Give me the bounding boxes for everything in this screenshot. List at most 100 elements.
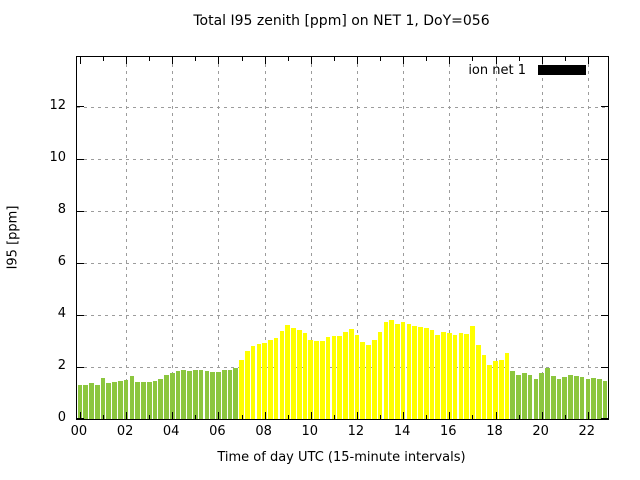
bar-22:00	[585, 378, 591, 419]
tick-mark	[403, 412, 405, 419]
tick-mark	[356, 412, 358, 419]
bar-01:45	[118, 380, 123, 419]
h-gridline	[77, 158, 608, 160]
x-tick-label-08: 08	[255, 424, 272, 439]
bar-09:30	[296, 329, 302, 419]
v-gridline	[587, 57, 589, 419]
bar-10:00	[308, 340, 314, 419]
bar-19:15	[522, 372, 527, 419]
bar-14:00	[400, 321, 406, 419]
y-tick-label-0: 0	[57, 410, 66, 425]
y-tick-label-10: 10	[49, 149, 66, 165]
bar-22:15	[591, 377, 596, 419]
bar-12:45	[371, 339, 377, 419]
tick-mark	[403, 57, 405, 64]
x-tick-label-06: 06	[209, 424, 226, 439]
tick-mark	[495, 412, 497, 419]
x-tick-label-22: 22	[578, 424, 596, 439]
bar-02:30	[135, 382, 140, 419]
bar-05:30	[204, 371, 210, 419]
tick-mark	[79, 57, 81, 64]
x-tick-label-18: 18	[486, 424, 503, 439]
bar-01:30	[112, 382, 117, 419]
tick-mark	[449, 412, 451, 419]
bar-09:00	[285, 325, 291, 419]
tick-mark	[77, 210, 84, 212]
tick-mark	[241, 415, 243, 419]
bar-14:15	[406, 324, 412, 419]
tick-mark	[195, 57, 197, 61]
tick-mark	[77, 106, 84, 108]
bar-12:30	[366, 345, 371, 419]
bar-07:30	[250, 346, 256, 419]
tick-mark	[77, 262, 84, 264]
x-tick-label-12: 12	[347, 424, 365, 439]
v-gridline	[172, 57, 174, 419]
tick-mark	[426, 57, 428, 61]
tick-mark	[518, 57, 520, 61]
y-axis-title: I95 [ppm]	[5, 205, 21, 270]
legend-label: ion net 1	[468, 62, 526, 78]
bar-08:00	[262, 343, 267, 419]
v-gridline	[218, 57, 220, 419]
bar-02:15	[129, 376, 135, 419]
v-gridline	[310, 57, 312, 419]
tick-mark	[103, 57, 104, 61]
bar-03:30	[158, 378, 164, 419]
bar-11:15	[337, 335, 342, 419]
tick-mark	[380, 415, 381, 419]
bar-13:00	[377, 331, 383, 419]
bar-12:15	[360, 341, 366, 419]
bar-08:15	[268, 339, 273, 419]
bar-15:45	[441, 331, 446, 419]
y-tick-label-4: 4	[57, 305, 66, 321]
tick-mark	[601, 210, 608, 212]
h-gridline	[77, 210, 608, 212]
tick-mark	[195, 415, 197, 419]
tick-mark	[172, 57, 174, 64]
x-tick-label-10: 10	[301, 424, 319, 439]
bar-06:15	[221, 369, 227, 419]
bar-20:00	[539, 372, 544, 419]
tick-mark	[241, 57, 243, 61]
tick-mark	[601, 262, 608, 264]
bar-00:00	[77, 385, 83, 419]
x-tick-label-04: 04	[162, 424, 180, 439]
tick-mark	[380, 57, 381, 61]
bar-06:30	[227, 370, 233, 419]
y-tick-label-6: 6	[57, 253, 66, 269]
bar-07:45	[256, 344, 262, 419]
tick-mark	[541, 57, 543, 64]
x-tick-label-14: 14	[393, 424, 411, 439]
tick-mark	[333, 57, 335, 61]
tick-mark	[310, 57, 312, 64]
legend: ion net 1	[468, 62, 586, 78]
bar-16:00	[446, 332, 452, 419]
bar-15:30	[435, 334, 441, 419]
y-tick-label-12: 12	[49, 97, 66, 113]
tick-mark	[495, 57, 497, 64]
bar-02:00	[123, 379, 129, 419]
tick-mark	[601, 158, 608, 160]
bar-18:45	[510, 371, 516, 419]
tick-mark	[77, 314, 84, 316]
bar-11:45	[348, 329, 354, 419]
bar-15:15	[429, 330, 435, 419]
bar-13:15	[383, 321, 389, 419]
bar-10:45	[325, 337, 331, 419]
bar-06:00	[216, 371, 221, 419]
y-tick-label-8: 8	[57, 201, 66, 217]
bar-10:15	[314, 341, 319, 419]
bar-14:45	[418, 326, 423, 419]
bar-09:45	[302, 333, 308, 419]
tick-mark	[287, 57, 289, 61]
tick-mark	[472, 415, 474, 419]
tick-mark	[601, 106, 608, 108]
bar-17:45	[487, 365, 493, 419]
bar-19:45	[533, 378, 539, 419]
tick-mark	[333, 415, 335, 419]
bar-00:45	[94, 384, 100, 419]
bar-03:45	[164, 375, 169, 419]
bar-21:00	[562, 376, 568, 419]
